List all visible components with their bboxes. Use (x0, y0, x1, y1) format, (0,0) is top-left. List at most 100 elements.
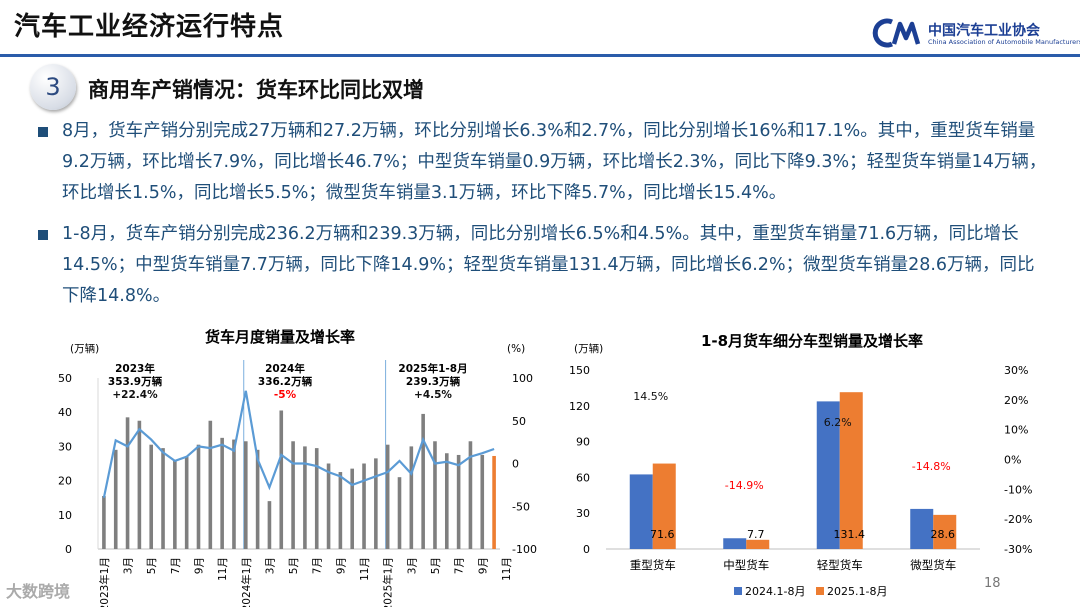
chart-title: 1-8月货车细分车型销量及增长率 (701, 332, 923, 350)
section-header: 3 商用车产销情况：货车环比同比双增 (30, 62, 1030, 114)
y-right-tick-label: 10% (1004, 424, 1028, 437)
sales-bar (125, 417, 130, 549)
y-left-tick-label: 0 (65, 543, 72, 556)
x-tick-label: 3月 (406, 557, 418, 574)
x-tick-label: 9月 (194, 557, 206, 574)
y-right-tick-label: 30% (1004, 364, 1028, 377)
y-right-tick-label: -20% (1004, 513, 1032, 526)
x-tick-label: 3月 (123, 557, 135, 574)
x-tick-label: 9月 (335, 557, 347, 574)
annotation-volume: 336.2万辆 (258, 375, 313, 388)
y-left-tick-label: 20 (58, 475, 72, 488)
sales-bar (137, 420, 142, 549)
sales-bar (279, 410, 284, 549)
category-label: 微型货车 (910, 558, 956, 572)
growth-label: -14.8% (912, 460, 951, 473)
monthly-sales-chart: 货车月度销量及增长率 (万辆) (%) 0 10 20 30 40 50 -100 -50 0… (40, 322, 560, 611)
x-tick-label: 2024年1月 (240, 557, 253, 607)
sales-bar (385, 444, 390, 549)
segment-bar (746, 539, 770, 549)
brand-watermark: 大数跨境 (6, 582, 71, 601)
sales-bar (314, 448, 319, 549)
chart-title: 货车月度销量及增长率 (205, 328, 355, 346)
sales-bar (350, 468, 355, 549)
annotation-period: 2024年 (265, 362, 305, 375)
segment-sales-chart: 1-8月货车细分车型销量及增长率 (万辆) 71.6 14.5% 7.7 -14.9%… (560, 322, 1060, 607)
y-right-tick-label: -50 (512, 500, 530, 513)
x-tick-label: 2025年1月 (382, 557, 395, 607)
sales-bar (374, 458, 378, 549)
y-left-tick-label: 30 (576, 507, 590, 520)
y-left-tick-label: 50 (58, 372, 72, 385)
y-right-tick-label: -100 (512, 543, 537, 556)
sales-bar (113, 449, 118, 549)
y-right-tick-label: -10% (1004, 483, 1032, 496)
y-left-tick-label: 0 (583, 543, 590, 556)
sales-bar (184, 456, 189, 549)
y-right-unit: (%) (507, 343, 525, 355)
segment-bar (910, 508, 934, 549)
annotation-period: 2025年1-8月 (398, 362, 467, 375)
category-label: 中型货车 (723, 558, 769, 572)
caam-logo-icon (872, 18, 921, 48)
growth-label: 6.2% (824, 416, 852, 429)
section-title: 商用车产销情况：货车环比同比双增 (88, 78, 424, 102)
logo-chinese-name: 中国汽车工业协会 (928, 23, 1040, 39)
annotation-growth: -5% (274, 389, 297, 401)
value-label: 7.7 (747, 528, 765, 541)
sales-bar (243, 441, 248, 549)
caam-logo: 中国汽车工业协会 China Association of Automobile… (872, 18, 1080, 52)
sales-bar (255, 449, 260, 549)
legend-label: 2024.1-8月 (745, 585, 805, 598)
annotation-volume: 353.9万辆 (108, 375, 163, 388)
y-left-tick-label: 90 (576, 436, 590, 449)
category-label: 轻型货车 (817, 558, 863, 572)
x-tick-label: 11月 (359, 557, 371, 581)
y-right-tick-label: 100 (512, 372, 533, 385)
paragraph-jan-aug-text: 1-8月，货车产销分别完成236.2万辆和239.3万辆，同比分别增长6.5%和… (62, 224, 1035, 306)
growth-label: 14.5% (633, 390, 668, 403)
page-title: 汽车工业经济运行特点 (14, 12, 285, 42)
sales-bar (468, 441, 473, 549)
x-tick-label: 9月 (477, 557, 489, 574)
sales-bar (173, 460, 177, 549)
sales-bar (102, 495, 106, 549)
page-number: 18 (984, 576, 1001, 591)
growth-rate-line (102, 390, 495, 498)
y-right-tick-label: -30% (1004, 543, 1032, 556)
sales-bar (326, 463, 331, 549)
x-tick-label: 7月 (170, 557, 182, 574)
x-tick-label: 3月 (264, 557, 276, 574)
sales-bar (291, 441, 295, 549)
y-left-tick-label: 10 (58, 509, 72, 522)
sales-bar (362, 463, 366, 549)
sales-bar (149, 444, 154, 549)
paragraph-august-text: 8月，货车产销分别完成27万辆和27.2万辆，环比分别增长6.3%和2.7%，同… (62, 121, 1047, 203)
segment-bar (816, 401, 840, 549)
segment-bar (652, 463, 676, 549)
y-right-tick-label: 50 (512, 415, 526, 428)
value-label: 28.6 (931, 528, 956, 541)
sales-bar (397, 477, 402, 549)
sales-bar (208, 420, 213, 549)
sales-bar (338, 472, 343, 549)
segment-sales-chart-svg: 1-8月货车细分车型销量及增长率 (万辆) 71.6 14.5% 7.7 -14.9%… (569, 332, 1032, 598)
sales-bar (433, 441, 437, 549)
y-left-tick-label: 30 (58, 440, 72, 453)
sales-bar (196, 444, 201, 549)
sales-bar (303, 446, 307, 549)
x-tick-label: 5月 (146, 557, 158, 574)
x-tick-label: 5月 (288, 557, 300, 574)
sales-bar (409, 446, 414, 549)
segment-bar (629, 474, 653, 549)
sales-bar (161, 448, 165, 549)
segment-bar (933, 514, 957, 549)
x-tick-label: 2023年1月 (98, 557, 111, 607)
category-label: 重型货车 (630, 558, 676, 572)
sales-bar (421, 413, 425, 549)
y-left-tick-label: 120 (569, 400, 590, 413)
growth-label: -14.9% (725, 479, 764, 492)
x-tick-label: 7月 (312, 557, 324, 574)
section-number-badge: 3 (30, 64, 76, 110)
annotation-growth: +4.5% (414, 389, 452, 401)
